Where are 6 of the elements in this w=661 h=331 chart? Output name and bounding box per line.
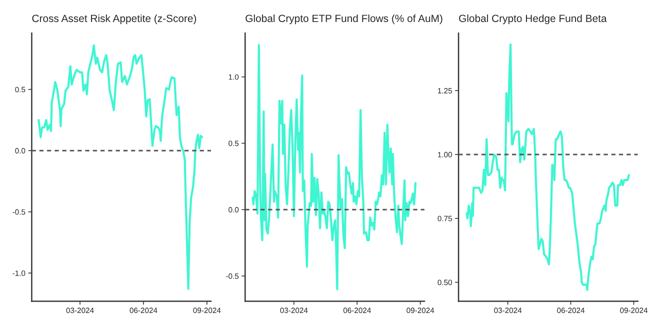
chart-title: Global Crypto Hedge Fund Beta [459,14,607,24]
line-series [466,44,630,292]
line-series [38,44,204,290]
line-series [252,44,417,290]
chart-title: Global Crypto ETP Fund Flows (% of AuM) [246,14,442,24]
chart-title: Cross Asset Risk Appetite (z-Score) [32,14,196,24]
